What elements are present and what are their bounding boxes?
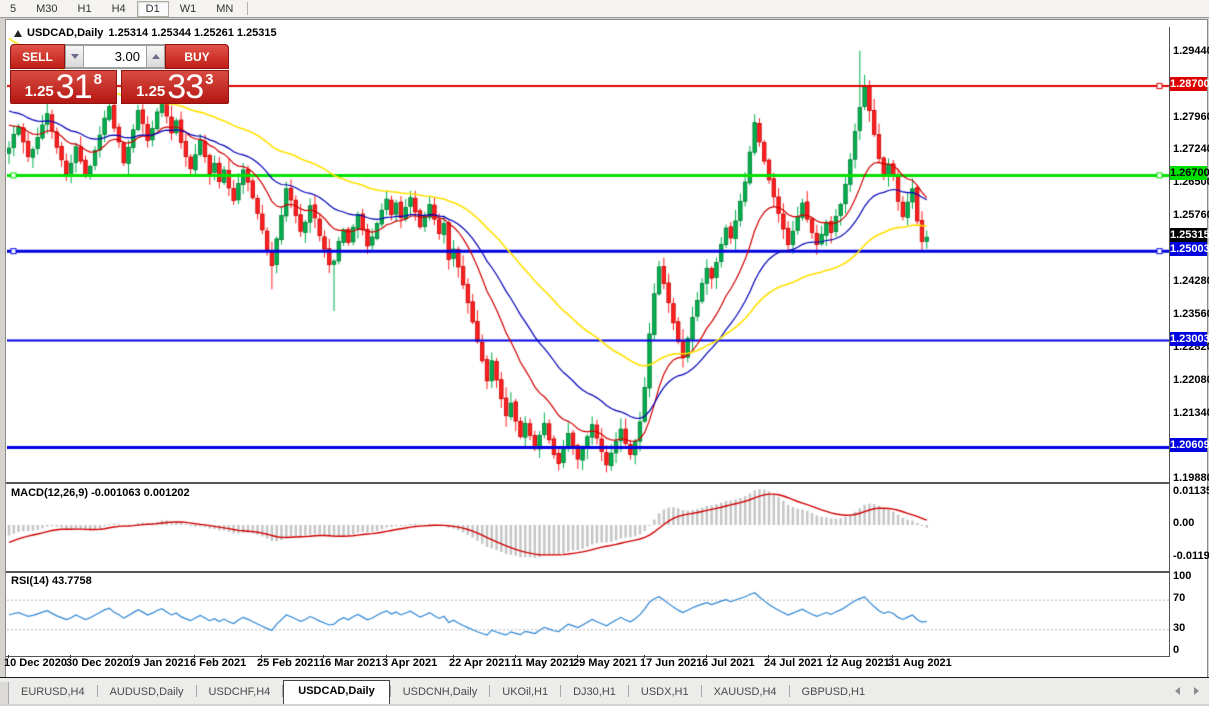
tabstrip-top-border xyxy=(0,677,1209,678)
tabs-container: EURUSD,H4 AUDUSD,Daily USDCHF,H4 USDCAD,Dai… xyxy=(9,680,877,704)
timeframe-button-d1[interactable]: D1 xyxy=(136,0,169,17)
rsi-indicator-chart[interactable] xyxy=(7,573,1169,656)
tab-divider xyxy=(96,685,98,697)
buy-price-display[interactable]: 1.25 33 3 xyxy=(120,68,229,106)
tab-gbpusd-h1[interactable]: GBPUSD,H1 xyxy=(801,686,866,698)
one-click-trading-panel: SELL 3.00 BUY 1.25 31 8 1.25 33 3 xyxy=(10,44,229,104)
chart-tabstrip: EURUSD,H4 AUDUSD,Daily USDCHF,H4 USDCAD,Dai… xyxy=(0,678,1209,704)
tab-usdcnh-daily[interactable]: USDCNH,Daily xyxy=(402,686,478,698)
tab-audusd-daily[interactable]: AUDUSD,Daily xyxy=(109,686,184,698)
timeframe-button-h1[interactable]: H1 xyxy=(77,2,92,15)
tab-usdcad-daily[interactable]: USDCAD,Daily xyxy=(283,680,390,704)
tab-usdx-h1[interactable]: USDX,H1 xyxy=(640,686,689,698)
tab-divider xyxy=(788,685,790,697)
timeframe-toolbar: 5 M30 H1 H4 D1 W1 MN xyxy=(0,0,1209,18)
macd-label: MACD(12,26,9) -0.001063 0.001202 xyxy=(11,487,190,499)
tab-divider xyxy=(282,685,284,697)
tab-dj30-h1[interactable]: DJ30,H1 xyxy=(573,686,616,698)
tab-scroll-left-icon[interactable] xyxy=(1175,687,1180,695)
toolbar-separator xyxy=(247,2,249,15)
chart-ohlc-values: 1.25314 1.25344 1.25261 1.25315 xyxy=(108,27,277,39)
tab-usdchf-h4[interactable]: USDCHF,H4 xyxy=(208,686,271,698)
tabstrip-left-block xyxy=(0,682,9,704)
tab-scroll-right-icon[interactable] xyxy=(1194,687,1199,695)
timeframe-button-mn[interactable]: MN xyxy=(216,2,234,15)
volume-input[interactable]: 3.00 xyxy=(84,45,146,68)
tab-ukoil-h1[interactable]: UKOil,H1 xyxy=(502,686,549,698)
tab-divider xyxy=(195,685,197,697)
buy-price-big: 33 xyxy=(167,68,204,106)
chevron-down-icon xyxy=(70,54,79,59)
volume-increase-button[interactable] xyxy=(146,45,165,68)
macd-panel-separator[interactable] xyxy=(6,482,1169,484)
buy-price-sup: 3 xyxy=(205,71,214,88)
tabstrip-scroll-arrows xyxy=(1175,687,1209,704)
rsi-panel-separator[interactable] xyxy=(6,571,1169,573)
tab-divider xyxy=(627,685,629,697)
sell-price-main: 1.25 xyxy=(24,83,54,100)
rsi-label: RSI(14) 43.7758 xyxy=(11,575,92,587)
tab-divider xyxy=(560,685,562,697)
chart-window xyxy=(5,19,1208,678)
sell-price-big: 31 xyxy=(55,68,93,106)
tab-divider xyxy=(489,685,491,697)
price-axis-border xyxy=(1169,27,1170,657)
sell-button[interactable]: SELL xyxy=(10,44,65,69)
timeframe-button-h4[interactable]: H4 xyxy=(111,2,126,15)
tab-divider xyxy=(700,685,702,697)
time-axis-border xyxy=(6,656,1169,657)
buy-price-main: 1.25 xyxy=(136,83,166,100)
tab-eurusd-h4[interactable]: EURUSD,H4 xyxy=(21,686,85,698)
macd-indicator-chart[interactable] xyxy=(7,485,1169,571)
chevron-up-icon xyxy=(151,54,160,59)
collapse-panel-icon[interactable] xyxy=(14,29,22,37)
timeframe-buttons: 5 M30 H1 H4 D1 W1 MN xyxy=(0,0,243,17)
timeframe-button-w1[interactable]: W1 xyxy=(179,2,197,15)
tab-xauusd-h4[interactable]: XAUUSD,H4 xyxy=(713,686,777,698)
timeframe-button-m30[interactable]: M30 xyxy=(36,2,58,15)
sell-price-display[interactable]: 1.25 31 8 xyxy=(10,70,117,104)
volume-spinner: 3.00 xyxy=(65,44,165,69)
sell-price-sup: 8 xyxy=(93,71,102,88)
tab-divider xyxy=(389,685,391,697)
volume-decrease-button[interactable] xyxy=(65,45,84,68)
timeframe-button-5[interactable]: 5 xyxy=(10,2,17,15)
chart-title: USDCAD,Daily 1.25314 1.25344 1.25261 1.2… xyxy=(14,27,277,39)
buy-button[interactable]: BUY xyxy=(165,44,229,69)
chart-symbol-label: USDCAD,Daily xyxy=(27,27,104,39)
